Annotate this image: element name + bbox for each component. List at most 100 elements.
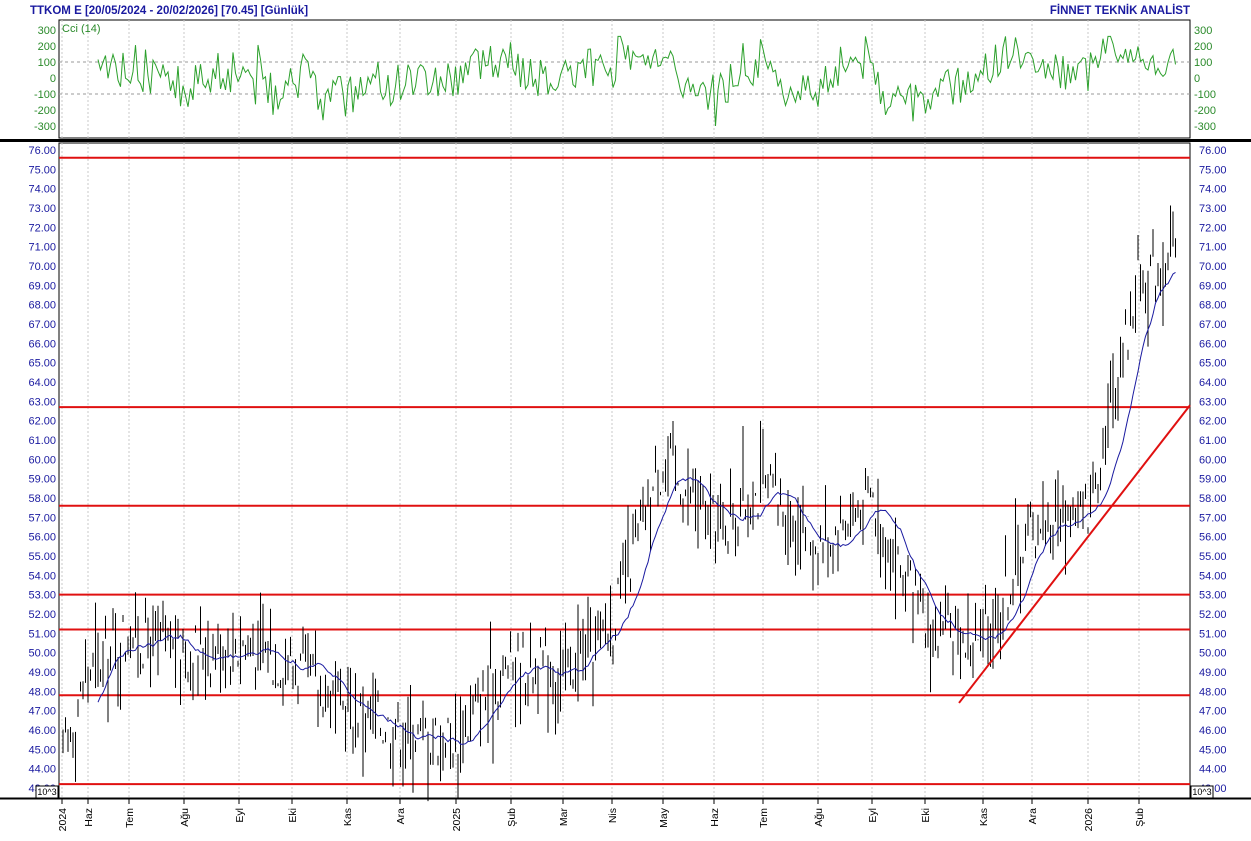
- x-tick-label: Eki: [920, 808, 932, 823]
- price-tick-label: 45.00: [1199, 744, 1227, 756]
- x-tick-label: May: [658, 807, 670, 828]
- price-tick-label: 56.00: [28, 532, 56, 544]
- price-tick-label: 73.00: [1199, 203, 1227, 215]
- x-tick-label: Kas: [342, 808, 354, 826]
- x-tick-label: Eyl: [867, 808, 879, 823]
- price-tick-label: 71.00: [1199, 242, 1227, 254]
- vertical-grid: [61, 20, 1140, 798]
- cci-tick-label: -100: [1194, 89, 1216, 101]
- price-bars: [62, 205, 1176, 802]
- x-tick-label: 2026: [1083, 808, 1095, 832]
- x-tick-label: Mar: [558, 808, 570, 827]
- price-tick-label: 68.00: [1199, 300, 1227, 312]
- indicator-panel-frame: [58, 19, 1191, 139]
- x-tick-label: Eyl: [234, 808, 246, 823]
- cci-tick-label: 0: [1194, 73, 1200, 85]
- x-tick-label: Tem: [758, 808, 770, 828]
- x-axis-labels: 2024 Haz Tem Ağu Eyl Eki Kas Ara 2025 Şub Mar Nis Ma…: [57, 798, 1146, 831]
- cci-tick-label: 300: [38, 25, 56, 37]
- price-tick-label: 76.00: [1199, 145, 1227, 157]
- price-tick-label: 67.00: [28, 319, 56, 331]
- cci-tick-label: -100: [34, 89, 56, 101]
- cci-tick-label: 100: [38, 57, 56, 69]
- price-tick-label: 73.00: [28, 203, 56, 215]
- cci-axis-ticks: 300 300 200 200 100 100 0 0 -100 -100 -200 -200 -300…: [34, 25, 1216, 133]
- chart-header-title: TTKOM E [20/05/2024 - 20/02/2026] [70.45…: [30, 5, 308, 17]
- x-tick-label: Ağu: [813, 808, 825, 827]
- price-tick-label: 60.00: [1199, 454, 1227, 466]
- price-tick-label: 69.00: [1199, 280, 1227, 292]
- cci-line: [97, 35, 1176, 127]
- price-tick-label: 74.00: [1199, 184, 1227, 196]
- price-tick-label: 63.00: [1199, 396, 1227, 408]
- price-tick-label: 58.00: [1199, 493, 1227, 505]
- price-tick-label: 66.00: [28, 338, 56, 350]
- price-tick-label: 50.00: [28, 648, 56, 660]
- price-tick-label: 49.00: [1199, 667, 1227, 679]
- price-tick-label: 48.00: [1199, 686, 1227, 698]
- price-tick-label: 70.00: [28, 261, 56, 273]
- x-tick-label: Ara: [395, 808, 407, 825]
- x-tick-label: Şub: [506, 808, 518, 827]
- x-tick-label: Haz: [709, 808, 721, 827]
- cci-tick-label: -200: [1194, 105, 1216, 117]
- price-tick-label: 64.00: [1199, 377, 1227, 389]
- cci-tick-label: -300: [34, 121, 56, 133]
- cci-tick-label: 200: [1194, 41, 1212, 53]
- x-tick-label: Eki: [287, 808, 299, 823]
- price-tick-label: 47.00: [1199, 706, 1227, 718]
- price-tick-label: 44.00: [1199, 764, 1227, 776]
- cci-tick-label: -300: [1194, 121, 1216, 133]
- chart-header-brand: FİNNET TEKNİK ANALİST: [1050, 4, 1190, 17]
- price-tick-label: 57.00: [28, 512, 56, 524]
- price-tick-label: 63.00: [28, 396, 56, 408]
- price-tick-label: 68.00: [28, 300, 56, 312]
- price-tick-label: 45.00: [28, 744, 56, 756]
- multiplier-box-left: [35, 785, 59, 799]
- price-tick-label: 53.00: [1199, 590, 1227, 602]
- moving-average-line: [97, 271, 1176, 745]
- price-tick-label: 51.00: [1199, 628, 1227, 640]
- price-tick-label: 50.00: [1199, 648, 1227, 660]
- cci-tick-label: 200: [38, 41, 56, 53]
- x-tick-label: 2025: [451, 808, 463, 832]
- price-tick-label: 61.00: [28, 435, 56, 447]
- cci-tick-label: 300: [1194, 25, 1212, 37]
- x-tick-label: Kas: [978, 808, 990, 826]
- price-tick-label: 65.00: [1199, 358, 1227, 370]
- price-tick-label: 46.00: [28, 725, 56, 737]
- price-tick-label: 76.00: [28, 145, 56, 157]
- moving-average-series: [97, 271, 1176, 745]
- x-tick-label: Haz: [83, 808, 95, 827]
- price-tick-label: 58.00: [28, 493, 56, 505]
- price-tick-label: 74.00: [28, 184, 56, 196]
- price-tick-label: 66.00: [1199, 338, 1227, 350]
- price-tick-label: 46.00: [1199, 725, 1227, 737]
- price-tick-label: 49.00: [28, 667, 56, 679]
- price-tick-label: 51.00: [28, 628, 56, 640]
- support-resistance-lines: [59, 156, 1190, 786]
- price-tick-label: 54.00: [1199, 570, 1227, 582]
- price-tick-label: 53.00: [28, 590, 56, 602]
- price-tick-label: 54.00: [28, 570, 56, 582]
- price-tick-label: 67.00: [1199, 319, 1227, 331]
- multiplier-left: 10^3: [37, 787, 56, 797]
- price-tick-label: 48.00: [28, 686, 56, 698]
- price-tick-label: 55.00: [1199, 551, 1227, 563]
- price-axis-ticks: 76.00 76.00 75.00 75.00 74.00 74.00 73.00 73.00…: [28, 145, 1226, 795]
- price-tick-label: 61.00: [1199, 435, 1227, 447]
- price-tick-label: 44.00: [28, 764, 56, 776]
- multiplier-right: 10^3: [1192, 787, 1211, 797]
- price-panel-frame: [58, 142, 1191, 799]
- price-tick-label: 75.00: [1199, 164, 1227, 176]
- price-tick-label: 75.00: [28, 164, 56, 176]
- price-tick-label: 56.00: [1199, 532, 1227, 544]
- price-tick-label: 60.00: [28, 454, 56, 466]
- x-tick-label: 2024: [57, 808, 69, 832]
- price-tick-label: 62.00: [1199, 416, 1227, 428]
- cci-tick-label: -200: [34, 105, 56, 117]
- price-tick-label: 72.00: [28, 222, 56, 234]
- price-tick-label: 52.00: [1199, 609, 1227, 621]
- price-tick-label: 72.00: [1199, 222, 1227, 234]
